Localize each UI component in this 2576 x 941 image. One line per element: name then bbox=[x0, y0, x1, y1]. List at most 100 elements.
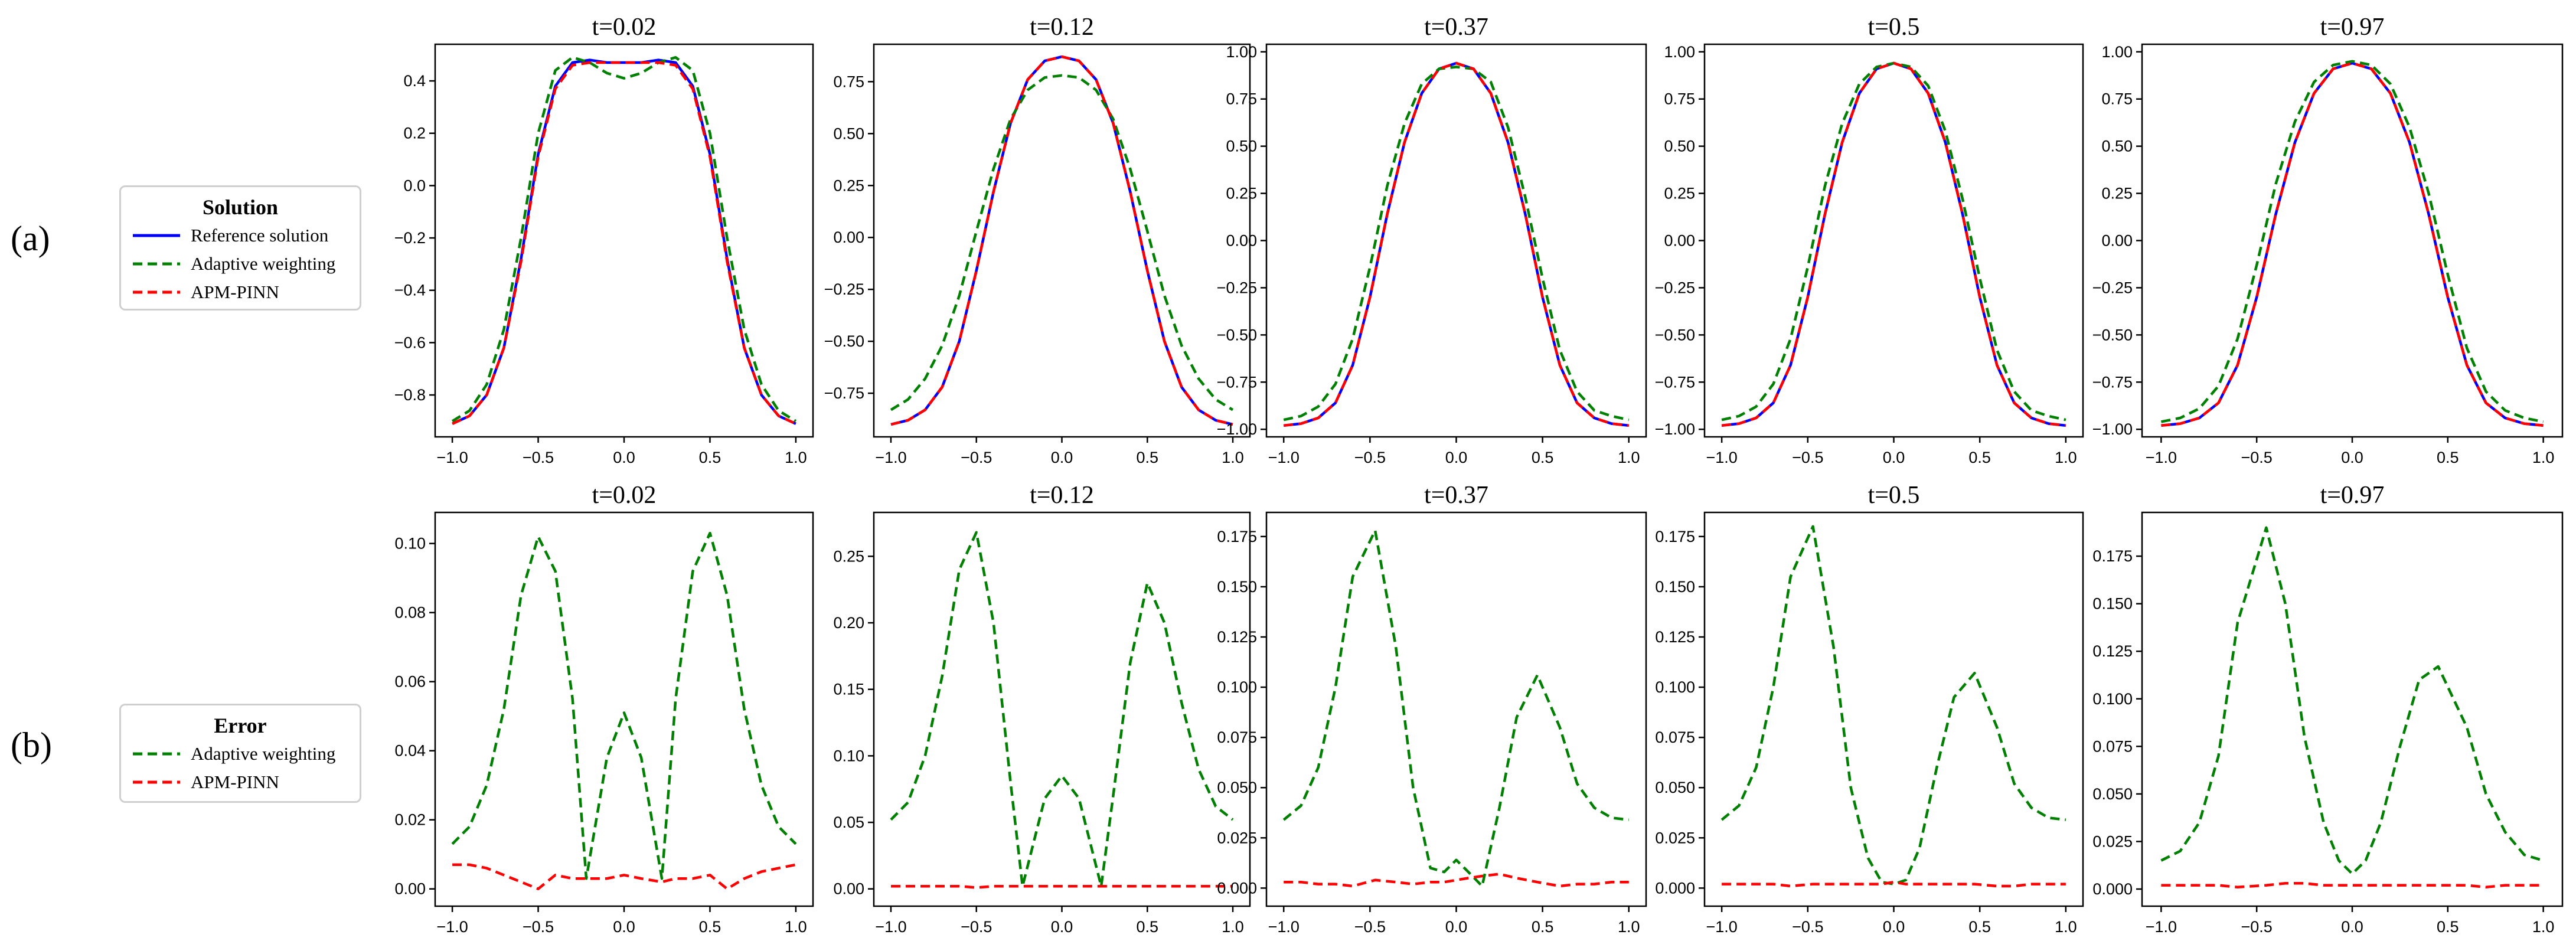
x-tick-label: −0.5 bbox=[1792, 449, 1823, 466]
row-label-a: (a) bbox=[11, 219, 50, 258]
y-tick-label: 0.000 bbox=[1217, 879, 1257, 897]
x-tick-label: 1.0 bbox=[1618, 918, 1640, 936]
subplot-title: t=0.37 bbox=[1424, 482, 1488, 509]
subplot-title: t=0.12 bbox=[1030, 482, 1094, 509]
series-line-adaptive-weighting bbox=[890, 531, 1234, 888]
y-tick-label: 0.175 bbox=[1655, 528, 1695, 545]
y-tick-label: −0.50 bbox=[1217, 326, 1257, 344]
subplot-a-5: t=0.97 −1.0 −0.5 0.0 0.5 1.0 −1.00 −0.75 −0.50 −0… bbox=[2092, 14, 2564, 466]
y-tick-label: 0.0 bbox=[403, 177, 426, 194]
series-line-adaptive-weighting bbox=[451, 55, 797, 423]
y-tick-label: 0.100 bbox=[1217, 678, 1257, 696]
x-tick-label: 0.5 bbox=[2437, 918, 2459, 936]
y-tick-label: −0.75 bbox=[824, 384, 864, 402]
x-tick-label: −0.5 bbox=[523, 449, 554, 466]
legend-item: Reference solution bbox=[132, 221, 349, 250]
x-tick-label: 0.0 bbox=[2341, 918, 2363, 936]
legend-dashed-line-icon bbox=[133, 290, 180, 294]
series-line-apm-pinn bbox=[2161, 61, 2544, 427]
x-tick-label: 0.5 bbox=[1532, 918, 1554, 936]
legend-item: Adaptive weighting bbox=[132, 250, 349, 278]
y-tick-label: 0.000 bbox=[2092, 880, 2133, 898]
y-tick-label: 0.050 bbox=[1217, 779, 1257, 796]
y-tick-label: −0.6 bbox=[394, 334, 426, 351]
legend-item-label: Reference solution bbox=[191, 225, 329, 246]
x-tick-label: 0.0 bbox=[1051, 918, 1073, 936]
subplot-b-3: t=0.37 −1.0 −0.5 0.0 0.5 1.0 0.000 0.025 0.050 0.… bbox=[1217, 482, 1647, 936]
y-tick-label: −0.75 bbox=[2092, 373, 2133, 391]
subplot-a-1: t=0.02 −1.0 −0.5 0.0 0.5 1.0 −0.8 −0.6 −0.4 −0.2 0… bbox=[394, 14, 814, 466]
y-tick-label: 0.125 bbox=[1217, 628, 1257, 646]
series-line-adaptive-weighting bbox=[1721, 61, 2066, 422]
plot-frame bbox=[873, 511, 1251, 907]
y-tick-label: 0.4 bbox=[403, 72, 426, 90]
y-tick-label: 0.50 bbox=[833, 125, 864, 142]
y-tick-label: 0.75 bbox=[1664, 90, 1695, 108]
subplot-a-2: t=0.12 −1.0 −0.5 0.0 0.5 1.0 −0.75 −0.50 −0.25 0.… bbox=[824, 14, 1251, 466]
x-tick-label: −1.0 bbox=[1706, 918, 1737, 936]
series-line-reference-solution bbox=[2161, 61, 2544, 427]
x-tick-label: −0.5 bbox=[2241, 449, 2273, 466]
y-tick-label: −0.8 bbox=[394, 386, 426, 404]
series-line-adaptive-weighting bbox=[1720, 525, 2066, 886]
x-tick-label: 0.0 bbox=[613, 918, 635, 936]
y-tick-label: 0.2 bbox=[403, 125, 426, 142]
y-tick-label: −0.2 bbox=[394, 229, 426, 247]
legend-solution-title: Solution bbox=[202, 195, 279, 219]
plot-frame bbox=[1265, 43, 1647, 438]
x-tick-label: 1.0 bbox=[1618, 449, 1640, 466]
y-tick-label: 0.00 bbox=[2101, 232, 2133, 250]
subplot-b-5: t=0.97 −1.0 −0.5 0.0 0.5 1.0 0.000 0.025 0.050 0.… bbox=[2092, 482, 2564, 936]
y-tick-label: 0.50 bbox=[1226, 138, 1257, 155]
x-tick-label: 0.5 bbox=[2437, 449, 2459, 466]
x-tick-label: 0.5 bbox=[699, 918, 721, 936]
subplot-b-2: t=0.12 −1.0 −0.5 0.0 0.5 1.0 0.00 0.05 0.10 0.15 0… bbox=[833, 482, 1251, 936]
x-tick-label: −0.5 bbox=[523, 918, 554, 936]
y-tick-label: 0.20 bbox=[833, 614, 864, 632]
series-line-adaptive-weighting bbox=[2160, 526, 2544, 875]
series-line-reference-solution bbox=[452, 58, 796, 425]
y-tick-label: 1.00 bbox=[1664, 43, 1695, 61]
series-line-apm-pinn bbox=[890, 55, 1233, 426]
y-tick-label: −1.00 bbox=[2092, 420, 2133, 438]
subplot-b-1: t=0.02 −1.0 −0.5 0.0 0.5 1.0 0.00 0.02 0.04 0.06 0… bbox=[394, 482, 814, 936]
y-tick-label: 0.10 bbox=[394, 535, 426, 553]
y-tick-label: −0.25 bbox=[1217, 279, 1257, 296]
subplot-b-4: t=0.5 −1.0 −0.5 0.0 0.5 1.0 0.000 0.025 0.050 0.0… bbox=[1655, 482, 2084, 936]
y-tick-label: 0.25 bbox=[1664, 185, 1695, 202]
subplot-title: t=0.97 bbox=[2320, 14, 2385, 41]
x-tick-label: −1.0 bbox=[875, 918, 906, 936]
y-tick-label: 0.00 bbox=[1226, 232, 1257, 250]
x-tick-label: −1.0 bbox=[436, 449, 468, 466]
y-tick-label: −0.25 bbox=[1655, 279, 1695, 296]
x-tick-label: −0.5 bbox=[961, 449, 992, 466]
x-tick-label: 0.5 bbox=[1136, 449, 1158, 466]
y-tick-label: 0.00 bbox=[1664, 232, 1695, 250]
legend-item-label: Adaptive weighting bbox=[191, 743, 336, 764]
legend-item: APM-PINN bbox=[132, 768, 349, 796]
x-tick-label: −1.0 bbox=[1268, 918, 1300, 936]
legend-error: Error Adaptive weighting APM-PINN bbox=[119, 704, 361, 803]
subplot-title: t=0.37 bbox=[1424, 14, 1488, 41]
legend-item: APM-PINN bbox=[132, 278, 349, 306]
y-tick-label: 0.025 bbox=[1217, 829, 1257, 847]
plot-frame bbox=[1265, 511, 1647, 907]
series-line-adaptive-weighting bbox=[890, 74, 1234, 411]
y-tick-label: 0.25 bbox=[2101, 185, 2133, 202]
subplot-title: t=0.97 bbox=[2320, 482, 2385, 509]
y-tick-label: 0.50 bbox=[2101, 138, 2133, 155]
x-tick-label: 0.0 bbox=[1445, 449, 1468, 466]
subplot-title: t=0.02 bbox=[592, 482, 657, 509]
y-tick-label: −0.75 bbox=[1217, 373, 1257, 391]
x-tick-label: 1.0 bbox=[785, 918, 807, 936]
legend-solution: Solution Reference solution Adaptive wei… bbox=[119, 185, 361, 311]
y-tick-label: −1.00 bbox=[1217, 420, 1257, 438]
y-tick-label: 0.25 bbox=[833, 177, 864, 194]
x-tick-label: 1.0 bbox=[1222, 918, 1244, 936]
subplot-title: t=0.02 bbox=[592, 14, 657, 41]
y-tick-label: 0.50 bbox=[1664, 138, 1695, 155]
y-tick-label: 0.00 bbox=[394, 880, 426, 898]
x-tick-label: −0.5 bbox=[1354, 449, 1386, 466]
plot-frame bbox=[434, 511, 814, 907]
y-tick-label: 0.150 bbox=[1217, 578, 1257, 596]
